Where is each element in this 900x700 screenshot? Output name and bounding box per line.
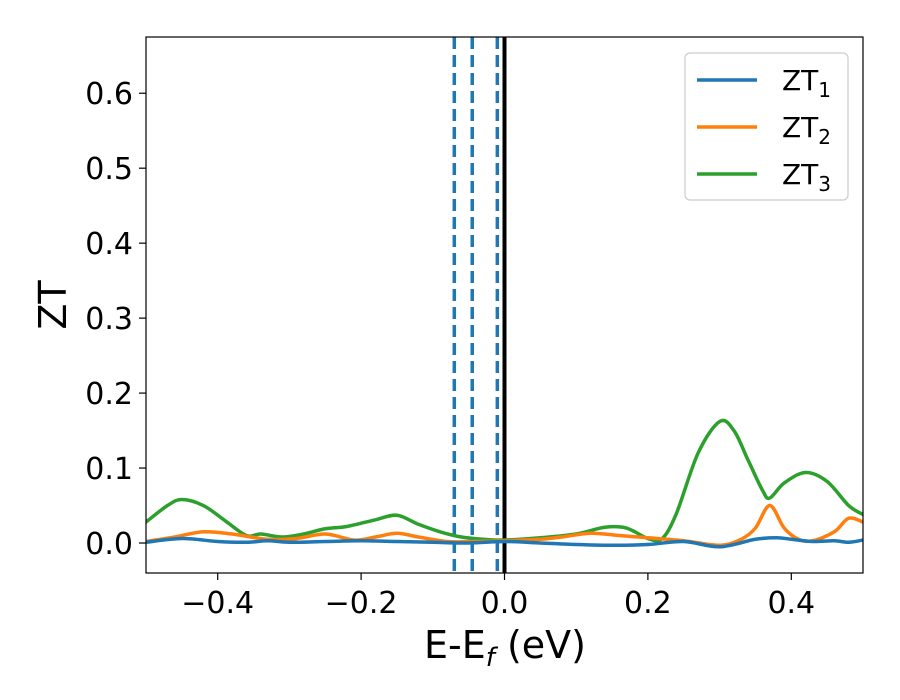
series-line-zt1 [146,536,863,549]
y-tick-label: 0.1 [85,452,133,487]
x-tick-label: 0.0 [481,586,529,621]
y-tick-label: 0.2 [85,377,133,412]
legend-box [684,52,849,201]
x-tick-label: −0.2 [325,586,398,621]
y-axis: 0.0 0.1 0.2 0.3 0.4 0.5 0.6 [85,77,146,562]
y-tick-label: 0.4 [85,227,133,262]
plot-area [146,37,863,573]
x-axis-title-main: E-E [424,623,486,667]
x-axis-title: E-Ef (eV) [424,623,586,673]
x-axis-title-unit: (eV) [495,623,586,667]
series-line-zt2 [146,503,863,548]
legend: ZT1 ZT2 ZT3 [684,52,849,201]
x-tick-label: 0.2 [624,586,672,621]
y-tick-label: 0.3 [85,302,133,337]
legend-label-zt2: ZT2 [782,111,831,149]
x-axis: −0.4 −0.2 0.0 0.2 0.4 [181,573,815,621]
y-tick-label: 0.0 [85,527,133,562]
x-tick-label: −0.4 [181,586,254,621]
y-tick-label: 0.6 [85,77,133,112]
legend-label-zt3: ZT3 [782,158,831,196]
y-tick-label: 0.5 [85,152,133,187]
x-tick-label: 0.4 [767,586,815,621]
y-axis-title: ZT [31,280,75,330]
legend-label-zt1: ZT1 [782,64,831,102]
